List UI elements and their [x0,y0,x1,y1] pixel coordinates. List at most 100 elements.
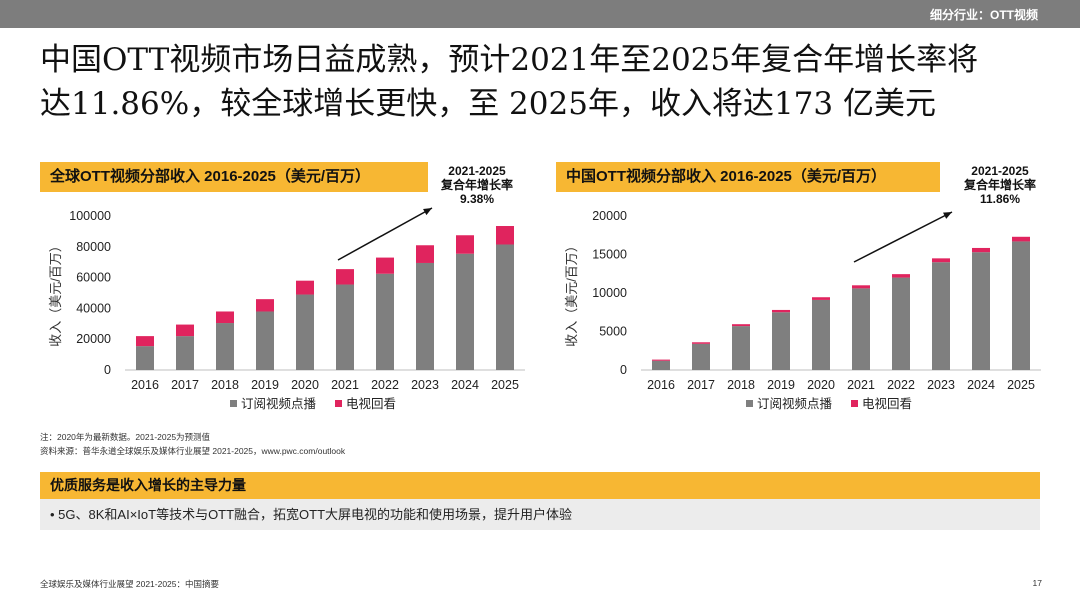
china-y-tick-label: 5000 [599,325,627,339]
china-legend-svod: 订阅视频点播 [757,396,833,411]
global-bar-svod-2017 [176,336,194,370]
china-bar-tvod-2017 [692,342,710,344]
global-y-tick-label: 40000 [76,301,111,315]
global-x-tick-2017: 2017 [171,378,199,392]
global-trend-arrowhead [423,208,432,216]
global-legend-swatch-svod [230,400,237,407]
china-bar-svod-2016 [652,360,670,370]
global-y-tick-label: 60000 [76,271,111,285]
global-ott-chart: 收入（美元/百万） 0 20000 40000 60000 80000 100000 2016… [48,207,525,411]
global-bar-svod-2020 [296,294,314,370]
china-x-tick-2025: 2025 [1007,378,1035,392]
china-bar-svod-2022 [892,277,910,370]
growth-drivers-title: 优质服务是收入增长的主导力量 [40,472,1040,499]
china-bar-svod-2023 [932,262,950,370]
china-trend-arrowhead [943,212,952,219]
china-ott-chart: 收入（美元/百万） 0 5000 10000 15000 20000 2016 2017 201… [564,209,1041,411]
global-x-tick-2019: 2019 [251,378,279,392]
global-y-tick-label: 0 [104,363,111,377]
global-y-tick-label: 80000 [76,240,111,254]
global-bar-svod-2019 [256,311,274,370]
china-bar-svod-2020 [812,299,830,370]
global-bar-tvod-2022 [376,257,394,274]
global-cagr-annotation: 2021-2025 复合年增长率 9.38% [422,164,532,206]
global-bar-svod-2023 [416,262,434,370]
china-x-tick-2018: 2018 [727,378,755,392]
china-cagr-value: 11.86% [979,192,1021,206]
note-source: 资料来源：普华永道全球娱乐及媒体行业展望 2021-2025，www.pwc.c… [40,446,346,456]
china-y-tick-label: 15000 [592,248,627,262]
global-bar-tvod-2018 [216,311,234,324]
china-bar-svod-2025 [1012,241,1030,370]
china-x-tick-2020: 2020 [807,378,835,392]
global-chart-title: 全球OTT视频分部收入 2016-2025（美元/百万） [40,162,428,192]
china-bar-tvod-2016 [652,359,670,361]
china-bar-tvod-2022 [892,274,910,278]
global-bar-svod-2022 [376,273,394,370]
global-bar-tvod-2017 [176,324,194,337]
global-legend-swatch-tvod [335,400,342,407]
china-cagr-period: 2021-2025 [971,164,1029,178]
china-bar-svod-2024 [972,252,990,370]
headline-line-2: 达11.86%，较全球增长更快，至 2025年，收入将达173 亿美元 [40,86,936,122]
china-legend-swatch-svod [746,400,753,407]
global-x-tick-2024: 2024 [451,378,479,392]
china-chart-title: 中国OTT视频分部收入 2016-2025（美元/百万） [556,162,940,192]
global-bar-tvod-2021 [336,269,354,285]
china-x-tick-2022: 2022 [887,378,915,392]
global-bar-svod-2018 [216,323,234,370]
global-bar-tvod-2020 [296,280,314,295]
global-bar-tvod-2016 [136,336,154,347]
global-legend-tvod: 电视回看 [346,396,396,411]
footer-text: 全球娱乐及媒体行业展望 2021-2025：中国摘要 [40,579,220,589]
global-cagr-value: 9.38% [459,192,495,206]
china-bar-svod-2017 [692,343,710,370]
headline: 中国OTT视频市场日益成熟，预计2021年至2025年复合年增长率将 达11.8… [40,38,1050,126]
china-bar-tvod-2023 [932,258,950,263]
china-bar-svod-2021 [852,288,870,370]
china-x-tick-2023: 2023 [927,378,955,392]
china-x-tick-2017: 2017 [687,378,715,392]
page-number: 17 [1032,578,1042,588]
global-x-tick-2022: 2022 [371,378,399,392]
china-bar-tvod-2024 [972,247,990,253]
global-trend-arrow-line [337,207,433,261]
global-bar-svod-2016 [136,346,154,370]
china-legend-tvod: 电视回看 [862,396,912,411]
global-cagr-label: 复合年增长率 [440,178,513,192]
global-x-tick-2023: 2023 [411,378,439,392]
china-trend-arrow-line [853,211,953,263]
china-cagr-annotation: 2021-2025 复合年增长率 11.86% [945,164,1055,206]
china-bar-tvod-2020 [812,297,830,300]
global-bar-tvod-2019 [256,299,274,312]
china-x-tick-2021: 2021 [847,378,875,392]
global-bar-tvod-2023 [416,245,434,263]
section-label: 细分行业：OTT视频 [930,8,1038,22]
global-bar-tvod-2024 [456,235,474,254]
note-line-1: 注：2020年为最新数据。2021-2025为预测值 [40,432,211,442]
global-y-tick-label: 20000 [76,332,111,346]
china-x-tick-2019: 2019 [767,378,795,392]
china-bar-tvod-2025 [1012,236,1030,242]
growth-drivers-bullet: • 5G、8K和AI×IoT等技术与OTT融合，拓宽OTT大屏电视的功能和使用场… [40,499,1040,530]
global-x-tick-2018: 2018 [211,378,239,392]
china-y-axis-label: 收入（美元/百万） [564,239,579,347]
china-bar-tvod-2021 [852,285,870,289]
headline-line-1: 中国OTT视频市场日益成熟，预计2021年至2025年复合年增长率将 [40,42,979,78]
global-bar-svod-2021 [336,284,354,370]
global-y-axis-label: 收入（美元/百万） [48,239,63,347]
china-y-tick-label: 0 [620,363,627,377]
global-x-tick-2020: 2020 [291,378,319,392]
global-cagr-period: 2021-2025 [448,164,506,178]
top-bar: 细分行业：OTT视频 [0,0,1080,28]
china-cagr-label: 复合年增长率 [963,178,1036,192]
global-x-tick-2016: 2016 [131,378,159,392]
china-y-tick-label: 10000 [592,286,627,300]
global-bar-svod-2025 [496,244,514,370]
china-x-tick-2024: 2024 [967,378,995,392]
china-legend-swatch-tvod [851,400,858,407]
global-bar-tvod-2025 [496,226,514,245]
global-x-tick-2021: 2021 [331,378,359,392]
global-legend-svod: 订阅视频点播 [241,396,317,411]
global-x-tick-2025: 2025 [491,378,519,392]
